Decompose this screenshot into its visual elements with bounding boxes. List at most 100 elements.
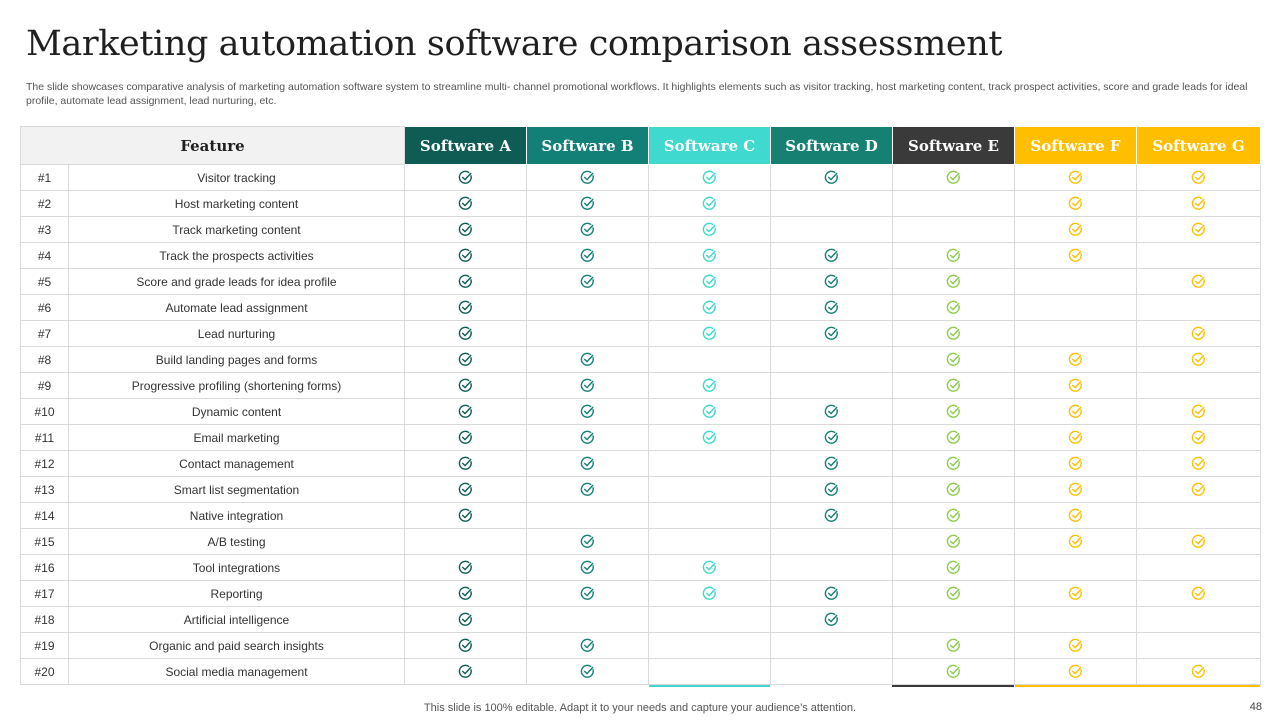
check-circle-icon (946, 430, 961, 445)
support-cell-software-c (648, 424, 771, 451)
table-row: #14 Native integration (20, 502, 1261, 529)
feature-name: Contact management (68, 450, 405, 477)
support-cell-software-d (770, 632, 893, 659)
feature-name: Track the prospects activities (68, 242, 405, 269)
support-cell-software-a (404, 268, 527, 295)
support-cell-software-f (1014, 346, 1137, 373)
support-cell-software-b (526, 658, 649, 685)
row-number: #13 (20, 476, 69, 503)
check-circle-icon (946, 274, 961, 289)
support-cell-software-d (770, 372, 893, 399)
table-header-row: Feature Software A Software B Software C So… (20, 126, 1261, 165)
check-circle-icon (946, 248, 961, 263)
row-number: #4 (20, 242, 69, 269)
check-circle-icon (1068, 352, 1083, 367)
check-circle-icon (1068, 404, 1083, 419)
support-cell-software-f (1014, 632, 1137, 659)
check-circle-icon (580, 274, 595, 289)
check-circle-icon (580, 430, 595, 445)
feature-name: Social media management (68, 658, 405, 685)
support-cell-software-g (1136, 372, 1261, 399)
support-cell-software-c (648, 580, 771, 607)
support-cell-software-c (648, 502, 771, 529)
support-cell-software-d (770, 190, 893, 217)
check-circle-icon (702, 430, 717, 445)
check-circle-icon (580, 222, 595, 237)
row-number: #14 (20, 502, 69, 529)
support-cell-software-c (648, 398, 771, 425)
check-circle-icon (824, 612, 839, 627)
support-cell-software-b (526, 528, 649, 555)
check-circle-icon (1068, 638, 1083, 653)
support-cell-software-c (648, 216, 771, 243)
support-cell-software-d (770, 658, 893, 685)
feature-name: Artificial intelligence (68, 606, 405, 633)
check-circle-icon (946, 404, 961, 419)
check-circle-icon (1191, 664, 1206, 679)
check-circle-icon (824, 404, 839, 419)
check-circle-icon (946, 664, 961, 679)
support-cell-software-d (770, 346, 893, 373)
support-cell-software-f (1014, 450, 1137, 477)
check-circle-icon (824, 482, 839, 497)
support-cell-software-a (404, 320, 527, 347)
support-cell-software-c (648, 606, 771, 633)
support-cell-software-g (1136, 216, 1261, 243)
support-cell-software-e (892, 528, 1015, 555)
table-row: #2 Host marketing content (20, 190, 1261, 217)
support-cell-software-f (1014, 320, 1137, 347)
support-cell-software-g (1136, 268, 1261, 295)
check-circle-icon (458, 378, 473, 393)
support-cell-software-c (648, 346, 771, 373)
check-circle-icon (702, 170, 717, 185)
check-circle-icon (1191, 326, 1206, 341)
support-cell-software-b (526, 580, 649, 607)
support-cell-software-f (1014, 164, 1137, 191)
row-number: #6 (20, 294, 69, 321)
check-circle-icon (1191, 274, 1206, 289)
check-circle-icon (824, 248, 839, 263)
row-number: #3 (20, 216, 69, 243)
check-circle-icon (1068, 664, 1083, 679)
check-circle-icon (458, 170, 473, 185)
check-circle-icon (702, 326, 717, 341)
check-circle-icon (580, 456, 595, 471)
check-circle-icon (580, 404, 595, 419)
check-circle-icon (1191, 482, 1206, 497)
feature-name: A/B testing (68, 528, 405, 555)
check-circle-icon (946, 456, 961, 471)
check-circle-icon (580, 482, 595, 497)
software-header-g: Software G (1136, 126, 1261, 165)
support-cell-software-b (526, 476, 649, 503)
support-cell-software-g (1136, 346, 1261, 373)
row-number: #11 (20, 424, 69, 451)
support-cell-software-d (770, 528, 893, 555)
support-cell-software-c (648, 294, 771, 321)
software-header-a: Software A (404, 126, 527, 165)
support-cell-software-f (1014, 580, 1137, 607)
row-number: #10 (20, 398, 69, 425)
support-cell-software-a (404, 164, 527, 191)
row-number: #18 (20, 606, 69, 633)
check-circle-icon (1191, 404, 1206, 419)
row-number: #16 (20, 554, 69, 581)
support-cell-software-c (648, 476, 771, 503)
feature-name: Score and grade leads for idea profile (68, 268, 405, 295)
footer-note: This slide is 100% editable. Adapt it to… (423, 702, 857, 714)
check-circle-icon (1191, 430, 1206, 445)
support-cell-software-a (404, 606, 527, 633)
check-circle-icon (458, 274, 473, 289)
check-circle-icon (702, 196, 717, 211)
check-circle-icon (1068, 196, 1083, 211)
row-number: #2 (20, 190, 69, 217)
check-circle-icon (580, 170, 595, 185)
table-row: #3 Track marketing content (20, 216, 1261, 243)
table-row: #4 Track the prospects activities (20, 242, 1261, 269)
support-cell-software-d (770, 242, 893, 269)
check-circle-icon (1068, 222, 1083, 237)
support-cell-software-d (770, 268, 893, 295)
support-cell-software-e (892, 502, 1015, 529)
row-number: #8 (20, 346, 69, 373)
support-cell-software-c (648, 528, 771, 555)
